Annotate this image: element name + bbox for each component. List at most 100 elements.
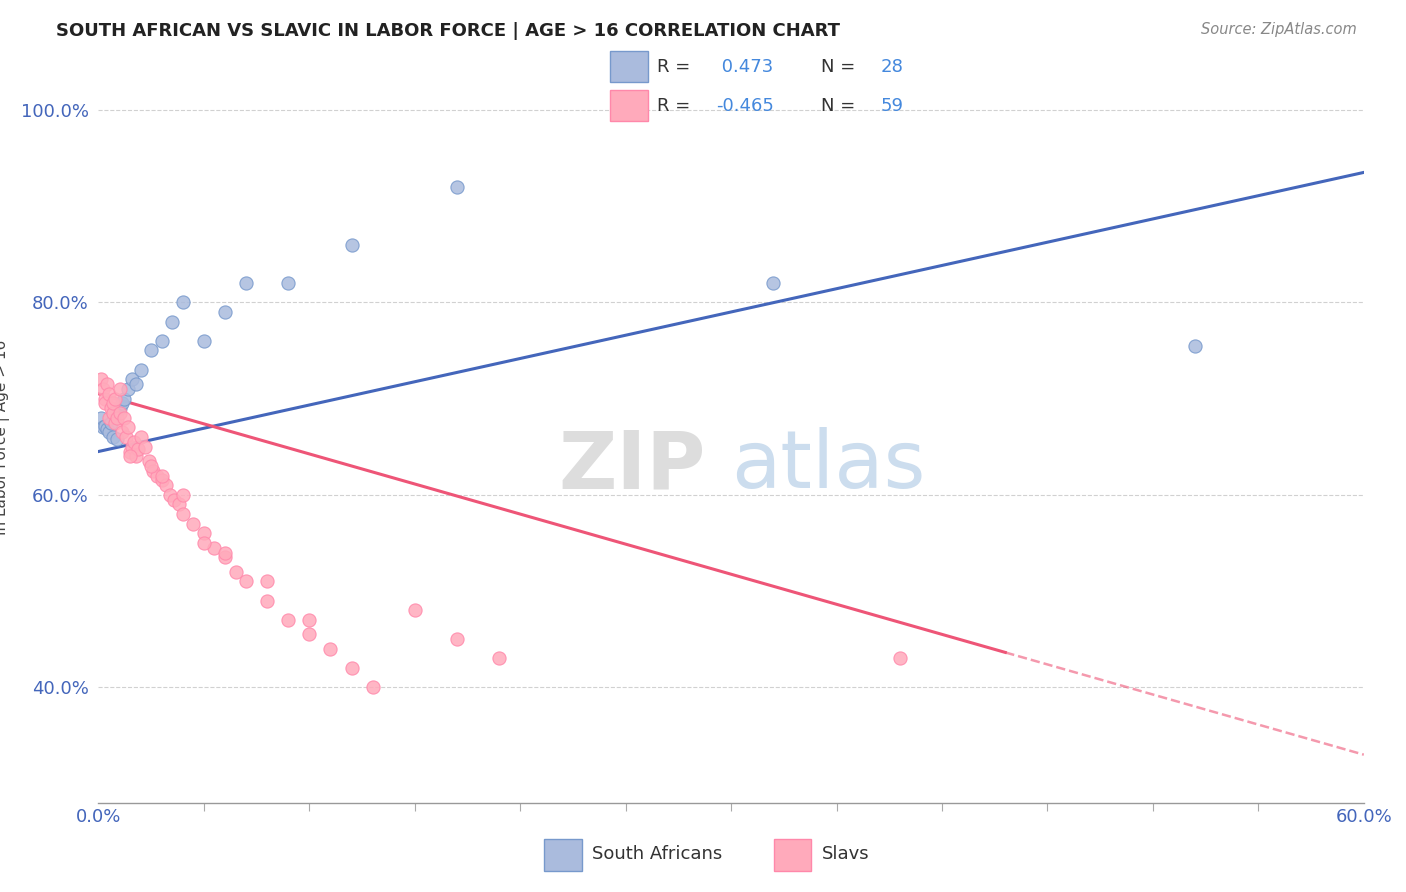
Point bbox=[155, 478, 177, 492]
Text: Slavs: Slavs bbox=[823, 845, 869, 863]
Point bbox=[298, 613, 321, 627]
Point bbox=[172, 295, 194, 310]
Point bbox=[117, 382, 139, 396]
Point bbox=[141, 343, 163, 358]
Text: 28: 28 bbox=[880, 58, 903, 76]
Point bbox=[404, 603, 426, 617]
Point bbox=[172, 507, 194, 521]
Point bbox=[90, 372, 112, 386]
Text: South Africans: South Africans bbox=[592, 845, 723, 863]
Point bbox=[111, 425, 132, 440]
Point bbox=[103, 430, 125, 444]
Point bbox=[108, 382, 131, 396]
Point bbox=[125, 450, 148, 464]
Text: SOUTH AFRICAN VS SLAVIC IN LABOR FORCE | AGE > 16 CORRELATION CHART: SOUTH AFRICAN VS SLAVIC IN LABOR FORCE |… bbox=[56, 22, 841, 40]
Text: atlas: atlas bbox=[731, 427, 925, 506]
Point bbox=[103, 406, 125, 420]
Point bbox=[104, 392, 127, 406]
Point bbox=[112, 392, 135, 406]
Point bbox=[141, 458, 163, 473]
Point bbox=[115, 430, 138, 444]
FancyBboxPatch shape bbox=[773, 839, 811, 871]
Point bbox=[138, 454, 160, 468]
Point bbox=[214, 305, 236, 319]
Point bbox=[150, 334, 173, 348]
Text: N =: N = bbox=[821, 96, 855, 114]
Text: N =: N = bbox=[821, 58, 855, 76]
Point bbox=[214, 550, 236, 565]
Point bbox=[762, 276, 785, 290]
Point bbox=[277, 276, 299, 290]
Point bbox=[150, 474, 173, 488]
Point bbox=[100, 401, 122, 416]
Point bbox=[340, 661, 363, 675]
Point bbox=[104, 416, 127, 430]
Point bbox=[121, 372, 143, 386]
Point bbox=[159, 488, 181, 502]
Point bbox=[214, 545, 236, 559]
Point bbox=[1184, 338, 1206, 352]
Point bbox=[172, 488, 194, 502]
Point bbox=[93, 392, 117, 406]
Point bbox=[225, 565, 247, 579]
Point bbox=[120, 450, 141, 464]
Point bbox=[235, 276, 257, 290]
Text: ZIP: ZIP bbox=[558, 427, 706, 506]
Point bbox=[108, 401, 131, 416]
Text: R =: R = bbox=[657, 58, 690, 76]
Point bbox=[193, 526, 215, 541]
Point bbox=[124, 434, 146, 449]
Point bbox=[277, 613, 299, 627]
Point bbox=[98, 410, 121, 425]
Point bbox=[112, 410, 135, 425]
Point bbox=[193, 536, 215, 550]
FancyBboxPatch shape bbox=[610, 90, 648, 120]
Y-axis label: In Labor Force | Age > 16: In Labor Force | Age > 16 bbox=[0, 340, 10, 534]
Point bbox=[128, 442, 150, 456]
Point bbox=[129, 362, 152, 376]
Point bbox=[183, 516, 205, 531]
Point bbox=[98, 386, 121, 401]
Point bbox=[91, 420, 114, 434]
Point bbox=[120, 444, 141, 458]
Point bbox=[111, 396, 132, 410]
Point bbox=[107, 432, 129, 446]
Point bbox=[256, 574, 278, 589]
Point bbox=[91, 382, 114, 396]
Point bbox=[93, 418, 117, 433]
Text: R =: R = bbox=[657, 96, 690, 114]
Point bbox=[150, 468, 173, 483]
Point bbox=[142, 464, 165, 478]
Point bbox=[163, 492, 186, 507]
Text: 59: 59 bbox=[880, 96, 903, 114]
Point bbox=[889, 651, 911, 665]
Point bbox=[107, 410, 129, 425]
Point bbox=[117, 420, 139, 434]
Point bbox=[446, 179, 468, 194]
Point bbox=[446, 632, 468, 647]
Point bbox=[98, 425, 121, 440]
Point bbox=[96, 377, 118, 392]
Text: Source: ZipAtlas.com: Source: ZipAtlas.com bbox=[1201, 22, 1357, 37]
FancyBboxPatch shape bbox=[610, 52, 648, 82]
Point bbox=[167, 498, 190, 512]
Point bbox=[162, 315, 183, 329]
Point bbox=[193, 334, 215, 348]
Point bbox=[93, 396, 117, 410]
Point bbox=[108, 406, 131, 420]
Point bbox=[235, 574, 257, 589]
Point bbox=[90, 410, 112, 425]
Point bbox=[103, 396, 125, 410]
Text: 0.473: 0.473 bbox=[716, 58, 773, 76]
Point bbox=[104, 406, 127, 420]
Text: -0.465: -0.465 bbox=[716, 96, 773, 114]
Point bbox=[340, 237, 363, 252]
Point bbox=[121, 440, 143, 454]
Point bbox=[361, 681, 384, 695]
Point bbox=[134, 440, 156, 454]
Point bbox=[488, 651, 510, 665]
Point bbox=[129, 430, 152, 444]
Point bbox=[298, 627, 321, 641]
Point bbox=[146, 468, 169, 483]
Point bbox=[319, 641, 342, 656]
